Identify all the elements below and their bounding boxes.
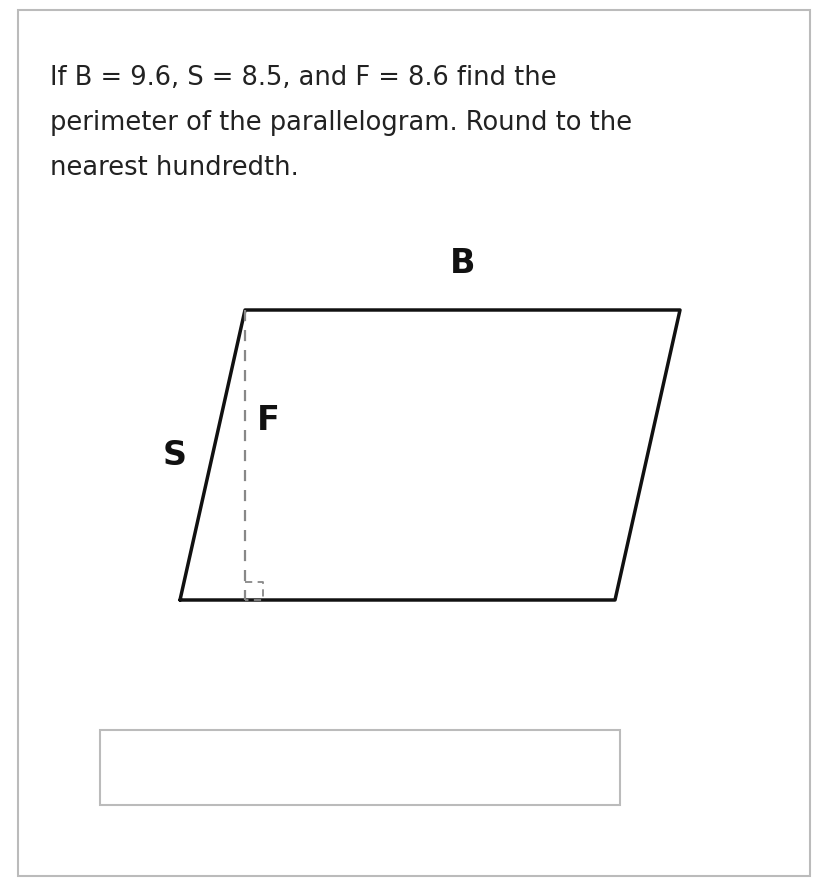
Text: F: F <box>256 404 280 437</box>
Text: perimeter of the parallelogram. Round to the: perimeter of the parallelogram. Round to… <box>50 110 631 136</box>
Bar <box>100 730 619 805</box>
Text: nearest hundredth.: nearest hundredth. <box>50 155 299 181</box>
Text: B: B <box>449 247 475 280</box>
Text: If B = 9.6, S = 8.5, and F = 8.6 find the: If B = 9.6, S = 8.5, and F = 8.6 find th… <box>50 65 556 91</box>
Text: S: S <box>162 439 186 471</box>
